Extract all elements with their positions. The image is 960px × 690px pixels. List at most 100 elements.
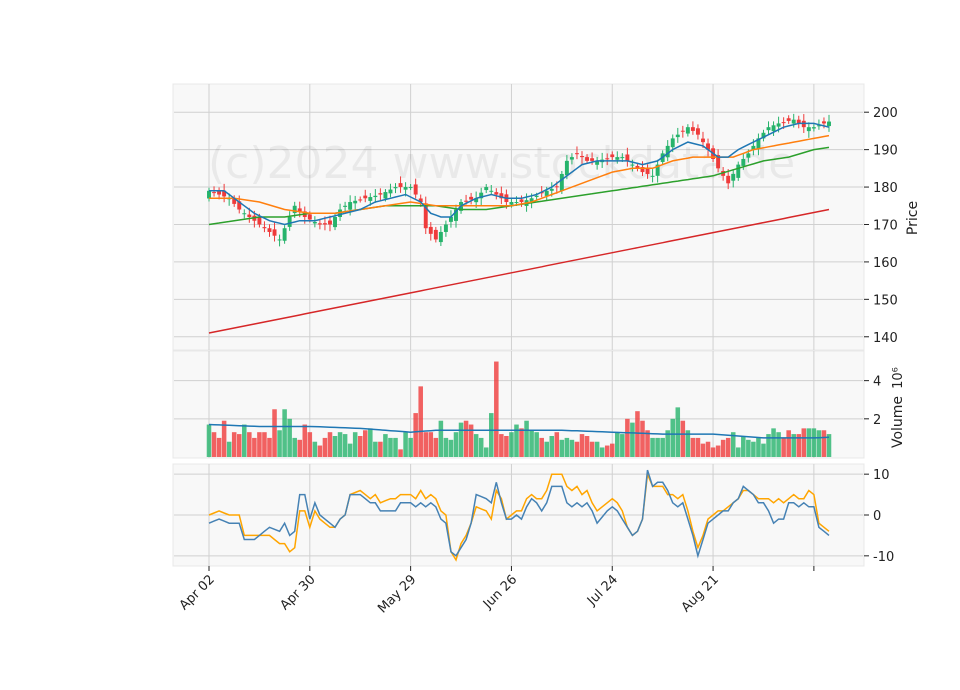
volume-axis-label: Volume (890, 396, 906, 448)
volume-bar (786, 430, 791, 457)
candle-body (630, 164, 635, 166)
volume-tick-label: 4 (873, 375, 881, 390)
candle-body (786, 118, 791, 121)
volume-bar (781, 437, 786, 457)
volume-bar (393, 437, 398, 457)
candle-body (242, 213, 247, 215)
volume-bar (231, 432, 237, 457)
volume-bar (761, 443, 766, 457)
candle-body (322, 223, 327, 225)
candle-body (469, 196, 474, 200)
volume-bar (655, 437, 660, 457)
candle-body (761, 132, 766, 139)
candle-body (610, 154, 615, 158)
volume-bar (413, 413, 418, 457)
candle-body (756, 138, 761, 149)
candle-body (378, 193, 383, 195)
x-tick-label: Aug 21 (679, 572, 722, 615)
volume-bar (574, 441, 580, 457)
candle-body (529, 198, 534, 202)
candle-body (746, 153, 751, 158)
volume-bar (226, 441, 232, 457)
candle-body (474, 198, 479, 203)
volume-bar (453, 432, 459, 457)
volume-bar (715, 445, 721, 457)
candle-body (726, 175, 731, 184)
candle-body (479, 192, 484, 199)
x-tick-label: Jul 24 (584, 572, 621, 609)
candle-body (438, 231, 443, 243)
candle-body (569, 157, 574, 160)
volume-bar (332, 436, 338, 457)
volume-bar (403, 432, 408, 457)
candle-body (247, 214, 252, 217)
candle-body (237, 201, 242, 210)
volume-bar (216, 437, 222, 457)
volume-bar (499, 434, 504, 457)
candle-body (625, 154, 630, 161)
price-tick-label: 160 (873, 256, 898, 271)
volume-bar (514, 424, 519, 457)
candle-body (590, 158, 595, 161)
volume-bar (468, 424, 474, 457)
price-tick-label: 140 (873, 331, 898, 346)
volume-bar (710, 447, 716, 457)
candle-body (776, 123, 781, 127)
volume-bar (317, 445, 323, 457)
candle-body (680, 130, 685, 132)
volume-bar (584, 436, 590, 457)
volume-bar (569, 439, 575, 457)
candle-body (292, 205, 297, 214)
candle-body (675, 134, 680, 138)
volume-bar (594, 441, 600, 457)
candle-body (635, 165, 640, 169)
x-tick-label: Apr 02 (177, 572, 218, 613)
candle-body (464, 200, 469, 202)
volume-bar (700, 443, 706, 457)
candle-body (403, 187, 408, 190)
volume-bar (433, 437, 439, 457)
candle-body (373, 195, 378, 198)
volume-bar (675, 407, 681, 457)
candle-body (640, 167, 645, 173)
volume-bar (252, 437, 257, 457)
candle-body (413, 184, 418, 195)
volume-bar (725, 437, 731, 457)
candle-body (701, 138, 705, 143)
candle-body (232, 198, 237, 204)
candle-body (806, 127, 811, 132)
candle-body (287, 217, 292, 227)
candle-body (791, 119, 796, 124)
volume-bar (756, 437, 761, 457)
candle-body (454, 209, 458, 221)
candle-body (690, 127, 695, 131)
candle-body (615, 157, 620, 160)
volume-bar (373, 441, 378, 457)
volume-bar (524, 420, 529, 457)
volume-bar (277, 430, 282, 457)
volume-bar (257, 432, 262, 457)
candle-body (695, 128, 700, 135)
candle-body (827, 121, 831, 127)
candle-body (534, 195, 539, 197)
candle-body (408, 187, 413, 189)
candle-body (262, 227, 267, 229)
candle-body (645, 168, 650, 174)
volume-bar (509, 432, 514, 457)
candle-body (328, 220, 332, 225)
candle-body (489, 190, 494, 192)
candle-body (494, 192, 499, 195)
candle-body (217, 191, 222, 195)
candle-body (272, 229, 277, 236)
candle-body (333, 217, 337, 228)
candle-body (741, 158, 746, 166)
candle-body (564, 160, 569, 176)
volume-bar (640, 420, 645, 457)
volume-bar (741, 436, 746, 457)
volume-bar (463, 420, 469, 457)
volume-bar (801, 428, 807, 457)
volume-bar (821, 430, 827, 457)
volume-bar (534, 432, 539, 457)
volume-bar (448, 439, 454, 457)
